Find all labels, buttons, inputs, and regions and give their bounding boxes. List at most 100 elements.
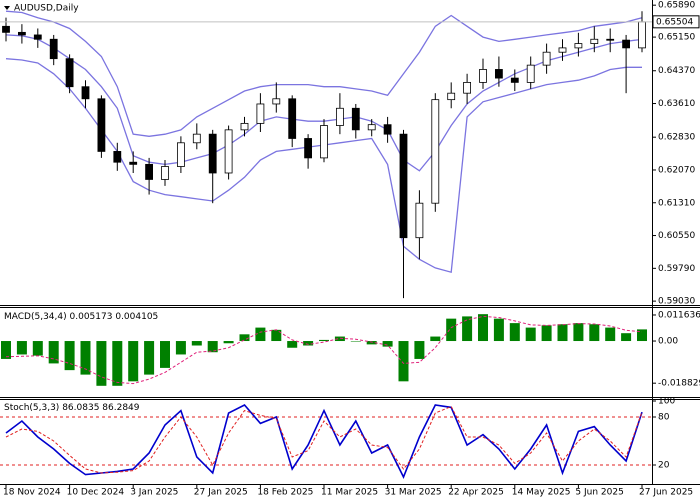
macd-bar [589, 324, 600, 342]
y-tick-label: 20 [658, 461, 670, 471]
macd-bar [160, 341, 170, 368]
candle-body [415, 202, 424, 239]
y-tick-label: 0.011636 [658, 310, 700, 320]
candle-body [272, 98, 281, 105]
stoch-line [5, 404, 643, 479]
macd-bar [493, 318, 504, 342]
x-tick-label: 27 Jan 2025 [194, 488, 248, 498]
menu-icon [4, 6, 10, 10]
candle-body [431, 99, 440, 204]
y-tick-label: 0.61310 [658, 198, 695, 208]
macd-bar [271, 329, 282, 342]
macd-bar [287, 341, 298, 348]
candle-body [81, 86, 90, 100]
macd-bar [462, 316, 473, 342]
candle-body [97, 98, 106, 152]
macd-bar [446, 318, 457, 342]
x-tick-label: 14 May 2025 [512, 488, 571, 498]
macd-bar [112, 341, 123, 386]
y-tick-label: 0.65890 [658, 1, 695, 11]
x-tick-label: 11 Mar 2025 [321, 488, 378, 498]
chart-title: AUDUSD,Daily [14, 4, 79, 14]
candle-body [161, 166, 169, 180]
candle-body [65, 58, 74, 88]
candle-body [574, 43, 583, 49]
macd-bar [255, 327, 266, 342]
y-tick-label: 0.62070 [658, 165, 695, 175]
stoch-label: Stoch(5,3,3) 86.0835 86.2849 [4, 403, 140, 413]
candle-body [192, 133, 201, 144]
stoch-signal-value: 86.2849 [102, 403, 139, 413]
macd-bar [398, 341, 409, 382]
candle-body [558, 47, 567, 53]
x-tick-label: 31 Mar 2025 [385, 488, 442, 498]
candle-body [145, 163, 154, 180]
candle-body [256, 103, 265, 124]
macd-bar [573, 323, 584, 342]
stoch-line [5, 405, 643, 474]
macd-bar [16, 341, 27, 355]
macd-bar [128, 341, 139, 382]
macd-bar [239, 334, 250, 342]
candle-body [638, 21, 646, 49]
x-tick-label: 18 Feb 2025 [257, 488, 313, 498]
macd-bar [350, 341, 361, 342]
candle-body [526, 64, 535, 83]
candle-body [113, 151, 122, 163]
stoch-title: Stoch(5,3,3) [4, 403, 59, 413]
candle-body [240, 122, 249, 131]
candle-body [447, 92, 456, 101]
macd-bar [541, 325, 552, 342]
bollinger-band [5, 10, 643, 137]
last-price-label: 0.65504 [656, 17, 693, 27]
macd-bar [430, 336, 441, 342]
macd-bar [478, 314, 488, 342]
candle-body [510, 77, 519, 83]
macd-bar [303, 341, 314, 346]
macd-signal-line [5, 315, 643, 385]
macd-bar [175, 341, 186, 355]
candle-body [176, 142, 185, 167]
y-tick-label: 0.60550 [658, 231, 695, 241]
y-tick-label: 0.63610 [658, 99, 695, 109]
macd-bar [144, 341, 155, 375]
candle-body [2, 25, 10, 33]
x-tick-label: 10 Dec 2024 [67, 488, 125, 498]
last-price-box [652, 15, 700, 29]
candle-body [606, 38, 615, 41]
candle-body [129, 161, 138, 165]
macd-label: MACD(5,34,4) 0.005173 0.004105 [4, 312, 158, 322]
macd-bar [1, 341, 11, 359]
stoch-main-value: 86.0835 [62, 403, 99, 413]
candle-body [224, 129, 233, 174]
y-tick-label: -0.018829 [658, 379, 700, 389]
y-tick-label: 0.59030 [658, 297, 695, 307]
x-tick-label: 22 Apr 2025 [448, 488, 504, 498]
candle-body [590, 38, 599, 44]
y-tick-label: 0.62830 [658, 133, 695, 143]
candle-body [17, 31, 26, 36]
candle-body [383, 124, 392, 135]
candle-body [494, 69, 503, 79]
candle-body [304, 138, 313, 159]
candle-body [622, 39, 630, 49]
candle-body [288, 98, 297, 139]
candle-body [479, 69, 487, 83]
macd-bar [64, 341, 75, 371]
candle-body [542, 51, 551, 66]
candle-body [49, 38, 58, 60]
candle-body [335, 107, 344, 126]
macd-signal-value: 0.004105 [115, 312, 158, 322]
macd-bar [621, 333, 632, 342]
macd-bar [207, 341, 218, 353]
macd-bar [191, 341, 202, 346]
y-tick-label: 80 [658, 413, 670, 423]
candle-body [351, 107, 360, 131]
candle-body [399, 133, 408, 239]
macd-bar [525, 327, 536, 342]
macd-bar [382, 341, 393, 347]
candle-body [208, 133, 217, 174]
y-tick-label: 0.59790 [658, 264, 695, 274]
